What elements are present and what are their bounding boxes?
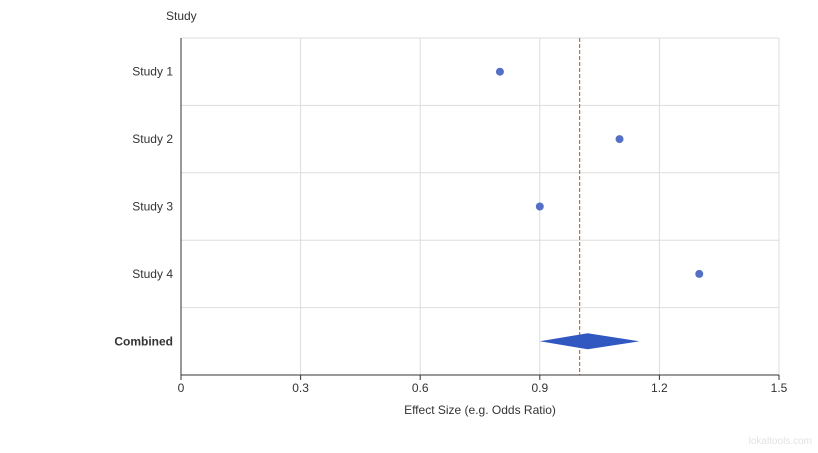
x-tick-label: 0 bbox=[178, 381, 185, 395]
study-label: Study 3 bbox=[132, 200, 173, 214]
grid-lines bbox=[181, 37, 780, 375]
y-axis-title: Study bbox=[166, 9, 197, 23]
study-point bbox=[615, 135, 624, 144]
x-tick-label: 1.2 bbox=[651, 381, 668, 395]
x-tick-label: 0.3 bbox=[292, 381, 309, 395]
study-label: Study 4 bbox=[132, 267, 173, 281]
data-marks bbox=[495, 67, 704, 350]
study-label: Study 1 bbox=[132, 65, 173, 79]
labels: Study Effect Size (e.g. Odds Ratio) 0 0.3… bbox=[114, 9, 787, 417]
combined-label: Combined bbox=[114, 334, 173, 348]
combined-diamond bbox=[539, 333, 640, 350]
study-label: Study 2 bbox=[132, 132, 173, 146]
x-tick-label: 0.6 bbox=[412, 381, 429, 395]
axes bbox=[180, 38, 780, 380]
study-point bbox=[695, 269, 704, 278]
x-tick-label: 0.9 bbox=[531, 381, 548, 395]
study-point bbox=[495, 67, 504, 76]
x-axis-label: Effect Size (e.g. Odds Ratio) bbox=[404, 403, 556, 417]
study-point bbox=[535, 202, 544, 211]
x-tick-label: 1.5 bbox=[771, 381, 788, 395]
watermark: lokaltools.com bbox=[748, 436, 812, 447]
